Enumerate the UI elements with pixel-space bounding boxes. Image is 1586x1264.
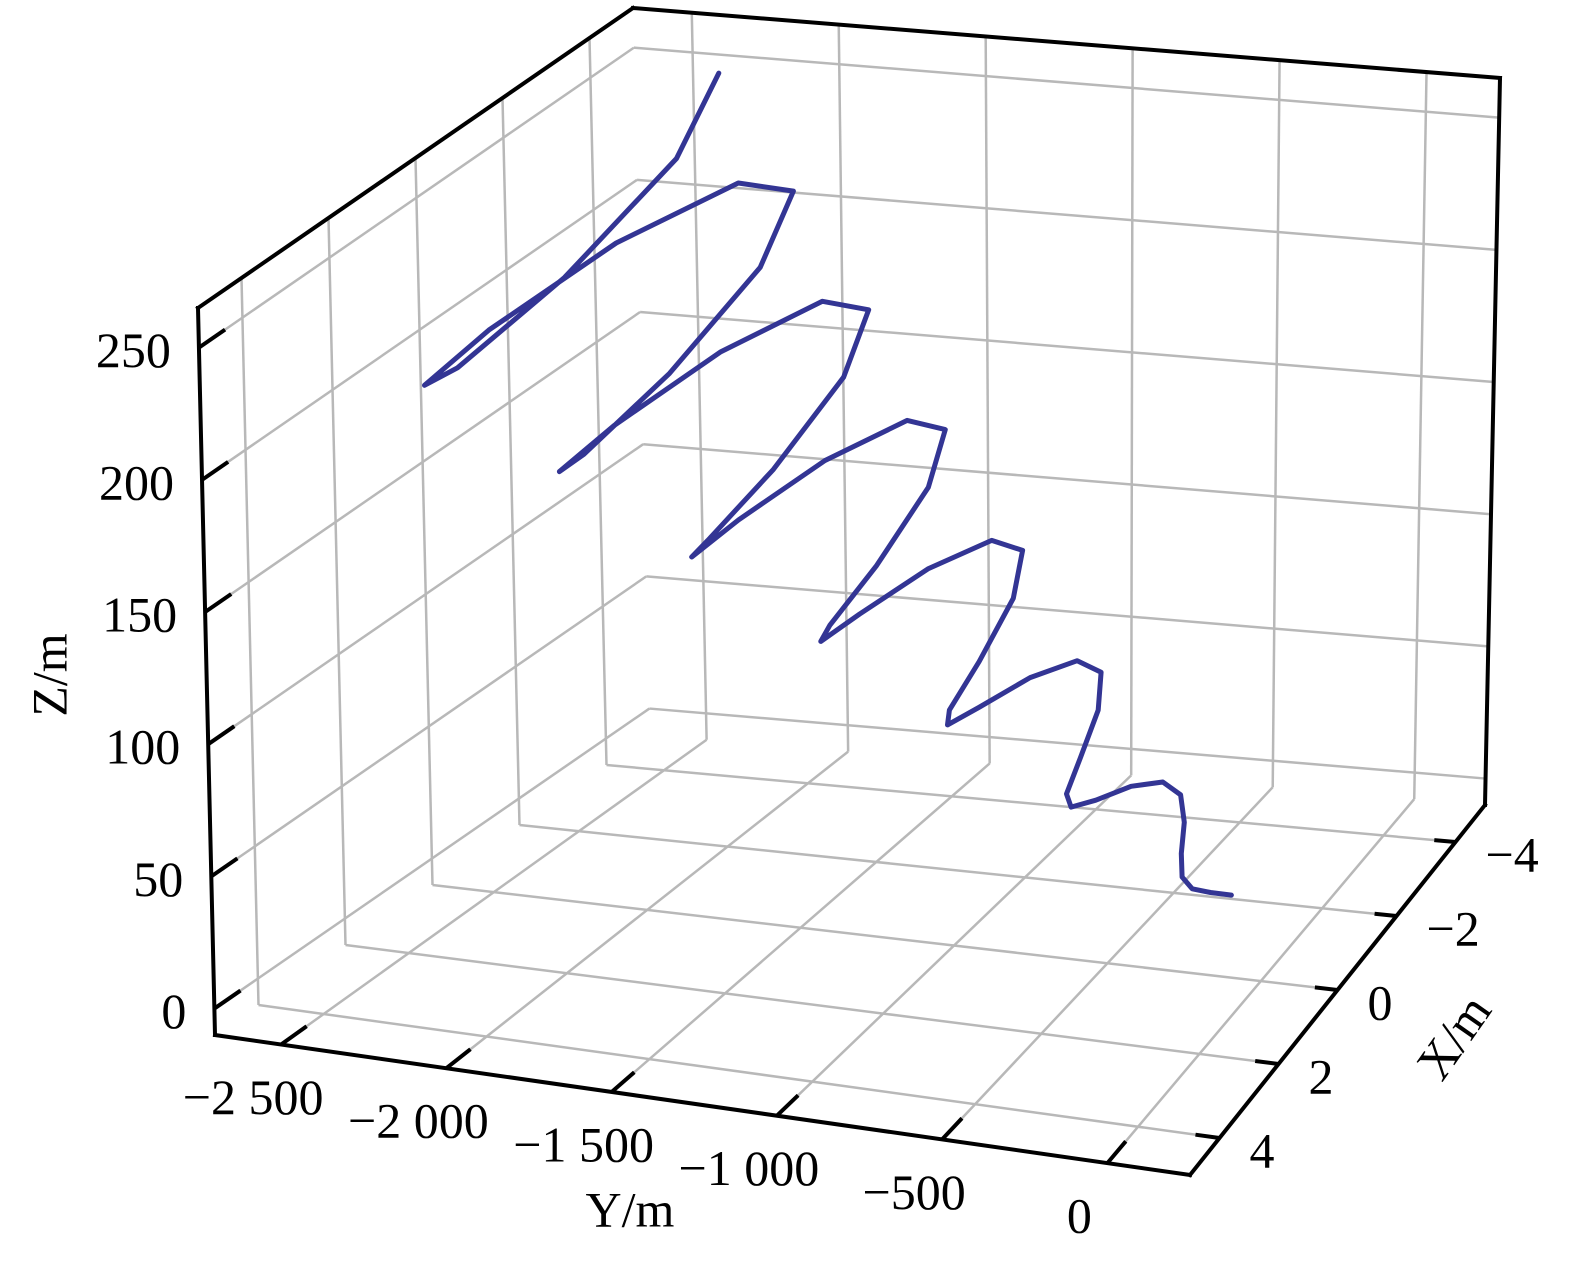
z-tick <box>210 856 239 879</box>
x-tick <box>1254 1059 1279 1066</box>
y-tick-label: 0 <box>1067 1188 1092 1244</box>
axis-line <box>212 1032 1193 1178</box>
x-tick <box>1314 985 1338 992</box>
grid-line <box>432 883 1338 992</box>
axis-line <box>195 305 218 1038</box>
grid-line <box>519 823 1397 918</box>
y-tick-label: −1 000 <box>679 1140 820 1196</box>
grid <box>198 12 1500 1164</box>
grid-line <box>588 37 608 766</box>
box-edge <box>195 5 636 311</box>
y-tick <box>610 1070 636 1094</box>
y-tick-label: −500 <box>863 1164 966 1220</box>
x-tick-label: −4 <box>1486 826 1539 882</box>
y-axis-title: Y/m <box>586 1181 675 1237</box>
grid-line <box>640 310 1494 384</box>
x-tick-label: −2 <box>1427 900 1480 956</box>
grid-line <box>984 36 991 764</box>
grid-line <box>207 443 644 746</box>
grid-line <box>213 707 651 1010</box>
z-tick-label: 250 <box>96 322 171 378</box>
z-tick <box>207 724 236 746</box>
grid-line <box>690 12 708 740</box>
grid-line <box>327 217 347 946</box>
grid-line <box>643 442 1492 516</box>
grid-line <box>649 707 1486 780</box>
x-tick-label: 2 <box>1309 1048 1334 1104</box>
grid-line <box>606 763 1456 844</box>
z-axis-title: Z/m <box>21 633 77 716</box>
y-tick <box>1105 1140 1128 1165</box>
grid-line <box>1412 72 1428 800</box>
grid-line <box>201 178 638 481</box>
trajectory-line <box>422 70 1234 898</box>
plot-area <box>422 70 1234 898</box>
grid-line <box>258 1003 1220 1140</box>
y-tick <box>775 1093 800 1118</box>
z-tick-label: 100 <box>105 719 180 775</box>
box-edge <box>630 5 1503 81</box>
grid-line <box>414 157 434 886</box>
grid-line <box>636 178 1497 252</box>
x-axis-title: X/m <box>1405 984 1502 1089</box>
grid-line <box>501 97 521 826</box>
x-tick <box>1374 911 1397 918</box>
z-tick-label: 50 <box>133 851 183 907</box>
y-tick-label: −2 500 <box>183 1069 324 1125</box>
x-tick-label: 4 <box>1250 1122 1275 1178</box>
z-tick <box>213 988 242 1011</box>
x-tick-label: 0 <box>1368 974 1393 1030</box>
z-tick-label: 0 <box>161 983 186 1039</box>
grid-line <box>1271 60 1281 788</box>
z-tick <box>203 592 233 614</box>
grid-line <box>198 46 635 349</box>
grid-line <box>646 575 1489 648</box>
y-tick-label: −2 000 <box>348 1093 489 1149</box>
grid-line <box>345 943 1279 1066</box>
x-tick <box>1434 838 1456 844</box>
grid-line <box>633 46 1500 119</box>
grid-line <box>240 277 260 1006</box>
y-tick-label: −1 500 <box>513 1116 654 1172</box>
z-tick <box>200 460 230 482</box>
box-edge <box>1482 75 1503 808</box>
grid-line <box>204 310 641 614</box>
y-tick <box>445 1047 472 1070</box>
z-tick-label: 150 <box>102 586 177 642</box>
x-tick <box>1195 1132 1220 1140</box>
z-tick <box>197 328 227 350</box>
z-tick-label: 200 <box>99 454 174 510</box>
y-tick <box>279 1024 308 1047</box>
grid-line <box>837 24 850 752</box>
axes-frame <box>195 5 1503 1178</box>
y-tick <box>940 1116 964 1141</box>
grid-line <box>1129 48 1134 776</box>
grid-line <box>210 575 648 878</box>
